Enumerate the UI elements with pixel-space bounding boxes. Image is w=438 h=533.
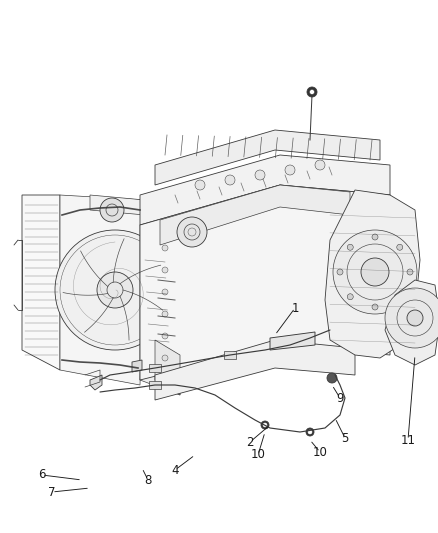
Circle shape — [225, 175, 235, 185]
Circle shape — [372, 304, 378, 310]
Circle shape — [337, 269, 343, 275]
Circle shape — [306, 428, 314, 436]
Polygon shape — [224, 351, 236, 359]
Text: 8: 8 — [144, 473, 152, 487]
Polygon shape — [140, 225, 180, 395]
Text: 5: 5 — [341, 432, 349, 445]
Polygon shape — [149, 364, 161, 372]
Circle shape — [308, 430, 312, 434]
Text: 7: 7 — [48, 486, 56, 498]
Circle shape — [310, 90, 314, 94]
Circle shape — [347, 244, 353, 251]
Text: 1: 1 — [291, 302, 299, 314]
Circle shape — [195, 180, 205, 190]
Circle shape — [307, 87, 317, 97]
Circle shape — [263, 423, 267, 427]
Circle shape — [397, 294, 403, 300]
Polygon shape — [60, 195, 145, 385]
Circle shape — [162, 245, 168, 251]
Text: 6: 6 — [38, 469, 46, 481]
Polygon shape — [155, 130, 380, 185]
Text: 2: 2 — [246, 435, 254, 448]
Polygon shape — [149, 381, 161, 389]
Polygon shape — [155, 340, 180, 395]
Circle shape — [162, 311, 168, 317]
Polygon shape — [140, 185, 390, 380]
Circle shape — [315, 160, 325, 170]
Polygon shape — [325, 190, 420, 358]
Circle shape — [347, 294, 353, 300]
Circle shape — [372, 234, 378, 240]
Circle shape — [162, 355, 168, 361]
Circle shape — [100, 198, 124, 222]
Circle shape — [407, 310, 423, 326]
Circle shape — [261, 421, 269, 429]
Text: 10: 10 — [251, 448, 265, 462]
Polygon shape — [385, 280, 438, 365]
Circle shape — [385, 288, 438, 348]
Circle shape — [333, 230, 417, 314]
Circle shape — [177, 217, 207, 247]
Text: 9: 9 — [336, 392, 344, 405]
Polygon shape — [90, 375, 102, 390]
Circle shape — [407, 269, 413, 275]
Circle shape — [97, 272, 133, 308]
Circle shape — [327, 373, 337, 383]
Circle shape — [397, 244, 403, 251]
Circle shape — [285, 165, 295, 175]
Polygon shape — [90, 195, 145, 215]
Text: 4: 4 — [171, 464, 179, 477]
Polygon shape — [160, 185, 350, 245]
Text: 11: 11 — [400, 433, 416, 447]
Circle shape — [255, 170, 265, 180]
Circle shape — [55, 230, 175, 350]
Polygon shape — [132, 360, 142, 372]
Circle shape — [162, 333, 168, 339]
Polygon shape — [155, 340, 355, 400]
Circle shape — [162, 267, 168, 273]
Circle shape — [361, 258, 389, 286]
Polygon shape — [140, 155, 390, 225]
Polygon shape — [22, 195, 60, 370]
Circle shape — [162, 289, 168, 295]
Text: 10: 10 — [313, 446, 328, 458]
Polygon shape — [270, 332, 315, 350]
